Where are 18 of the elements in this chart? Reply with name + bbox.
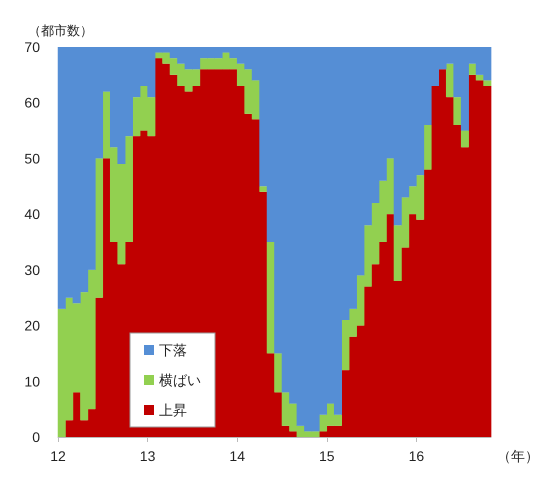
y-tick-label: 50 <box>24 150 40 166</box>
y-tick-label: 10 <box>24 373 40 390</box>
y-tick-label: 60 <box>24 94 40 111</box>
x-tick-label: 16 <box>408 448 424 464</box>
x-tick-label: 12 <box>50 448 66 464</box>
y-tick-label: 0 <box>32 429 40 445</box>
legend-label: 上昇 <box>159 402 187 418</box>
legend-label: 横ばい <box>159 372 201 388</box>
y-tick-label: 30 <box>24 262 40 278</box>
y-tick-label: 40 <box>24 206 40 222</box>
legend-label: 下落 <box>159 342 187 358</box>
x-tick-label: 13 <box>140 448 156 464</box>
y-axis-title: （都市数） <box>28 23 93 38</box>
y-tick-label: 70 <box>24 39 40 55</box>
x-axis-title: （年） <box>497 448 539 464</box>
x-tick-label: 15 <box>318 448 335 464</box>
y-tick-label: 20 <box>24 318 40 334</box>
x-tick-label: 14 <box>229 448 246 464</box>
